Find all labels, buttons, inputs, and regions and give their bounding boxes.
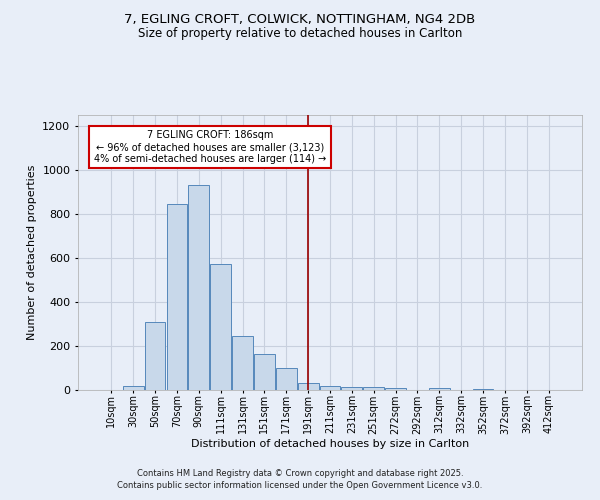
Bar — [364, 388, 384, 390]
X-axis label: Distribution of detached houses by size in Carlton: Distribution of detached houses by size … — [191, 439, 469, 449]
Text: Contains public sector information licensed under the Open Government Licence v3: Contains public sector information licen… — [118, 481, 482, 490]
Bar — [167, 204, 187, 390]
Bar — [298, 383, 319, 390]
Y-axis label: Number of detached properties: Number of detached properties — [26, 165, 37, 340]
Bar — [254, 354, 275, 390]
Bar — [210, 264, 231, 390]
Bar — [232, 336, 253, 390]
Bar — [123, 386, 143, 390]
Bar — [320, 386, 340, 390]
Bar — [473, 389, 493, 390]
Bar — [145, 322, 166, 390]
Text: Size of property relative to detached houses in Carlton: Size of property relative to detached ho… — [138, 28, 462, 40]
Text: 7 EGLING CROFT: 186sqm
← 96% of detached houses are smaller (3,123)
4% of semi-d: 7 EGLING CROFT: 186sqm ← 96% of detached… — [94, 130, 326, 164]
Bar — [341, 386, 362, 390]
Bar — [429, 388, 450, 390]
Text: 7, EGLING CROFT, COLWICK, NOTTINGHAM, NG4 2DB: 7, EGLING CROFT, COLWICK, NOTTINGHAM, NG… — [124, 12, 476, 26]
Bar — [188, 186, 209, 390]
Bar — [276, 368, 296, 390]
Text: Contains HM Land Registry data © Crown copyright and database right 2025.: Contains HM Land Registry data © Crown c… — [137, 468, 463, 477]
Bar — [385, 388, 406, 390]
